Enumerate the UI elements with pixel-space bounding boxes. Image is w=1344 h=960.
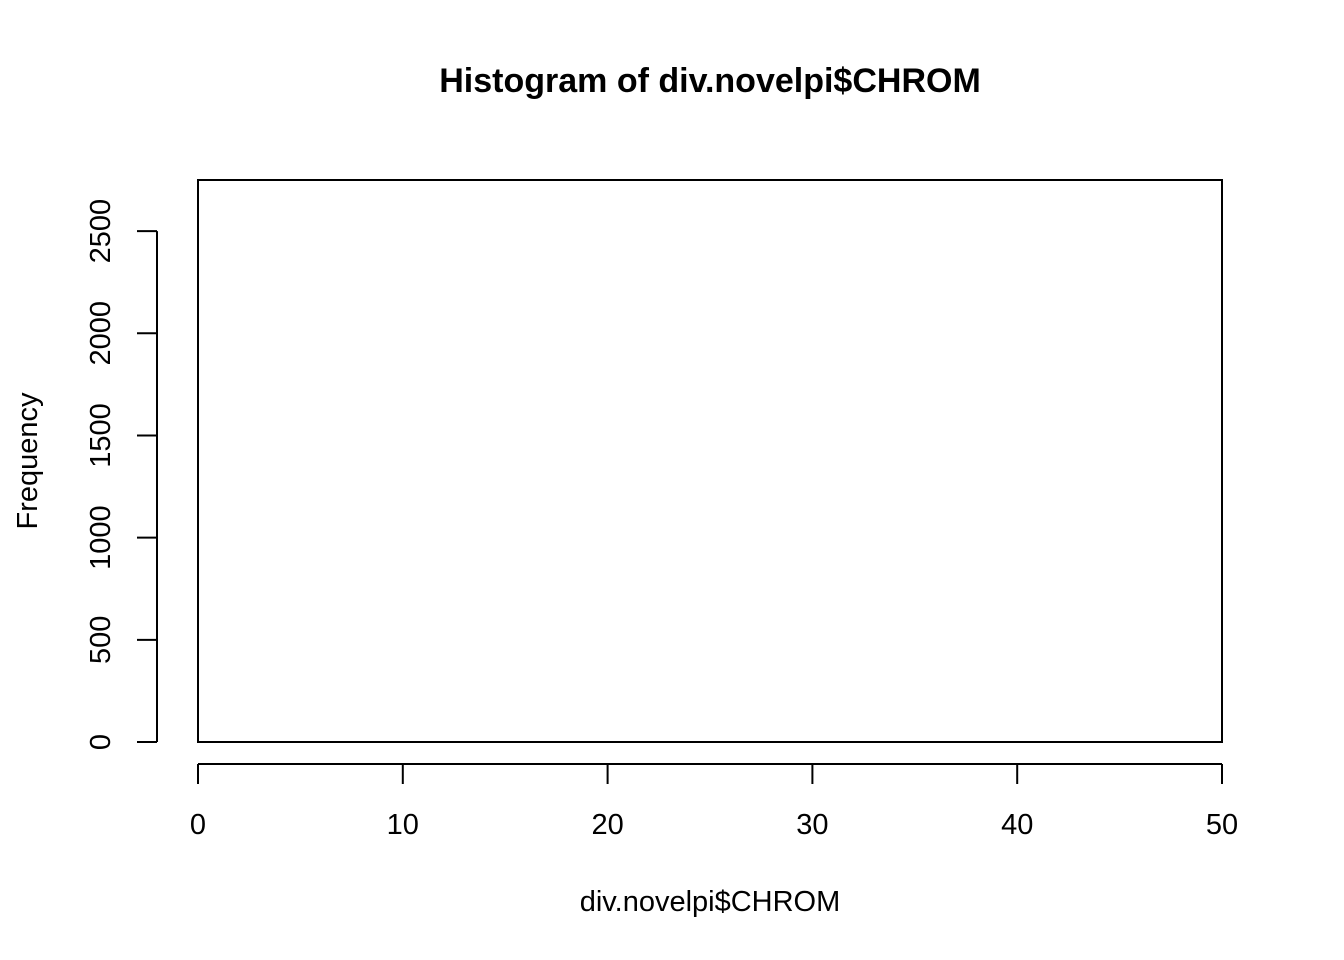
x-tick-label: 50: [1206, 809, 1238, 841]
y-axis-label: Frequency: [12, 392, 44, 530]
y-ticks: 0 500 1000 1500 2000 2500: [85, 199, 157, 750]
x-axis-label: div.novelpi$CHROM: [580, 886, 841, 918]
x-tick-label: 30: [796, 809, 828, 841]
y-tick-label: 1000: [85, 505, 117, 570]
chart-title: Histogram of div.novelpi$CHROM: [439, 62, 981, 100]
y-tick-label: 2000: [85, 301, 117, 366]
x-tick-label: 0: [190, 809, 206, 841]
y-tick-label: 2500: [85, 199, 117, 264]
y-tick-label: 0: [85, 734, 117, 750]
y-tick-label: 1500: [85, 403, 117, 468]
x-tick-label: 10: [387, 809, 419, 841]
plot-frame: [197, 179, 1223, 743]
x-ticks: 0 10 20 30 40 50: [190, 764, 1238, 841]
x-tick-label: 40: [1001, 809, 1033, 841]
y-tick-label: 500: [85, 616, 117, 664]
x-tick-label: 20: [591, 809, 623, 841]
